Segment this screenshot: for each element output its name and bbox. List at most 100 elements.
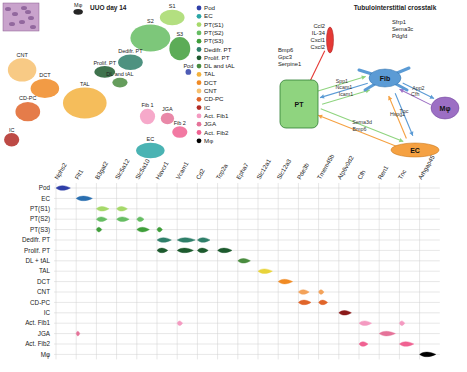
column-line xyxy=(318,183,319,359)
row-label: Dedifr. PT xyxy=(22,236,50,243)
row-label: PT(S1) xyxy=(30,205,50,213)
cluster xyxy=(161,113,174,125)
row-line xyxy=(54,302,440,303)
cluster-label: S2 xyxy=(147,18,154,24)
gene-label: IL-34 xyxy=(312,30,326,36)
legend-swatch xyxy=(197,80,202,85)
legend-label: IC xyxy=(204,104,211,111)
gene-label: Cd2 xyxy=(194,167,206,181)
edges xyxy=(308,51,434,148)
legend-swatch xyxy=(197,89,202,94)
legend-label: PT(S2) xyxy=(204,29,224,36)
row-line xyxy=(54,271,440,272)
edge xyxy=(309,51,325,84)
legend-label: JGA xyxy=(204,120,217,127)
gene-label: Slc12a1 xyxy=(255,157,273,180)
edge-arrowhead xyxy=(320,94,324,98)
column-line xyxy=(217,183,218,359)
thumbnail-bg xyxy=(3,3,39,31)
edge xyxy=(322,90,370,104)
violin xyxy=(76,331,80,336)
column-line xyxy=(359,183,360,359)
violin xyxy=(359,342,368,347)
violin xyxy=(319,290,324,295)
edge xyxy=(318,115,401,148)
legend-swatch xyxy=(197,47,202,52)
legend-swatch xyxy=(197,130,202,135)
violin xyxy=(157,227,162,232)
nodes: PTFibMφEC xyxy=(280,27,459,157)
gene-label: Vcam1 xyxy=(174,160,190,181)
cluster xyxy=(112,78,127,88)
row-line xyxy=(54,281,440,282)
cluster xyxy=(169,37,190,60)
gene-label: Tnc xyxy=(396,168,407,180)
legend-label: DL and tAL xyxy=(204,62,235,69)
edge xyxy=(320,83,368,97)
legend-label: Prolif. PT xyxy=(204,54,230,61)
legend-label: Mφ xyxy=(204,137,213,144)
column-line xyxy=(298,183,299,359)
row-line xyxy=(54,354,440,355)
cluster xyxy=(140,109,155,125)
violin xyxy=(96,217,107,222)
legend-swatch xyxy=(197,97,202,102)
cluster-label: DL and tAL xyxy=(106,71,133,77)
cluster-label: Dedifr. PT xyxy=(118,48,143,54)
column-line xyxy=(136,183,137,359)
column-line xyxy=(278,183,279,359)
gene-label: Havcr1 xyxy=(154,160,170,181)
row-label: DL + tAL xyxy=(26,257,51,264)
legend-swatch xyxy=(197,31,202,36)
violin xyxy=(339,310,352,315)
gene-label: Bmp6 xyxy=(278,47,293,53)
row-line xyxy=(54,198,440,199)
gene-label: Slc5a12 xyxy=(113,157,131,180)
violin xyxy=(96,206,109,211)
gene-label: Gpc3 xyxy=(278,54,292,60)
legend-swatch xyxy=(197,6,202,11)
diagram-title: Tubulointerstitial crosstalk xyxy=(354,4,437,11)
violin xyxy=(298,290,309,295)
row-label: Pod xyxy=(39,184,51,191)
column-line xyxy=(237,183,238,359)
legend-swatch xyxy=(197,64,202,69)
gene-label: Cxcl1 xyxy=(311,37,326,43)
legend-label: Pod xyxy=(204,4,216,11)
violin xyxy=(96,227,101,232)
node-shape xyxy=(431,97,459,119)
gene-label: Slc12a3 xyxy=(275,157,293,180)
legend-label: Act. Fib1 xyxy=(204,112,229,119)
cluster-label: IC xyxy=(9,127,15,133)
gene-label: Nphs2 xyxy=(53,161,68,180)
thumbnail-cell xyxy=(9,22,15,26)
legend-label: TAL xyxy=(204,70,215,77)
gene-label: Cxcl2 xyxy=(311,44,326,50)
node-label: Fib xyxy=(380,75,391,82)
cluster xyxy=(63,87,107,118)
column-line xyxy=(157,183,158,359)
column-line xyxy=(338,183,339,359)
violin xyxy=(177,248,193,253)
legend-swatch xyxy=(197,114,202,119)
column-line xyxy=(197,183,198,359)
row-label: CNT xyxy=(37,288,50,295)
cluster xyxy=(118,54,143,70)
gene-label: Ccl2 xyxy=(313,23,325,29)
violin xyxy=(359,321,372,326)
violin xyxy=(177,238,195,243)
column-line xyxy=(177,183,178,359)
column-line xyxy=(419,183,420,359)
node-shape xyxy=(369,69,401,87)
umap-clusters xyxy=(4,9,191,158)
legend-label: EC xyxy=(204,12,213,19)
violin-plot: PodECPT(S1)PT(S2)PT(S3)Dedifr. PTProlif.… xyxy=(22,152,440,359)
row-label: PT(S3) xyxy=(30,226,50,234)
gene-label: Tmem45b xyxy=(315,152,335,180)
row-label: Act. Fib1 xyxy=(25,319,50,326)
node-label: EC xyxy=(410,147,420,154)
edge-arrowhead xyxy=(361,76,365,80)
row-label: TAL xyxy=(39,267,51,274)
violin xyxy=(399,342,413,347)
node-label: Mφ xyxy=(440,105,451,113)
